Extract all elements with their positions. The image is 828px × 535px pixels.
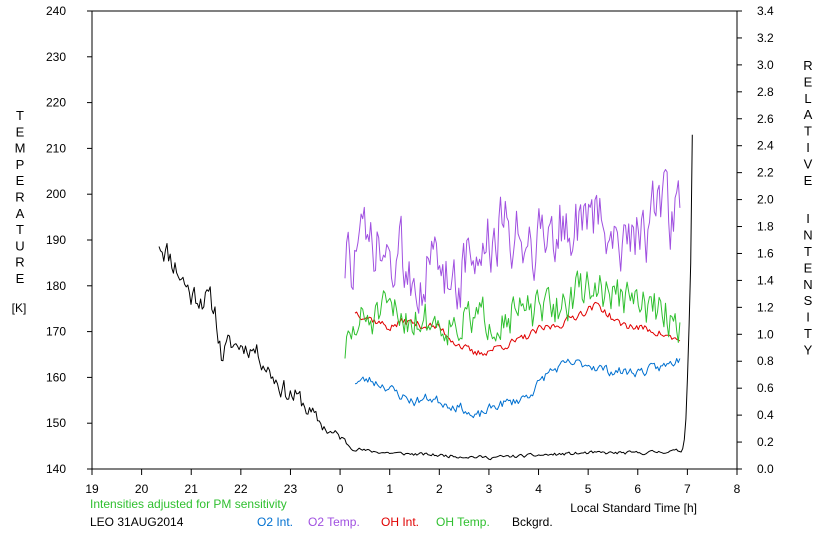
x-axis-label: Local Standard Time [h] (570, 501, 697, 515)
right-tick-label: 1.2 (757, 300, 774, 314)
right-axis-title-letter: I (806, 140, 810, 155)
right-tick-label: 2.0 (757, 193, 774, 207)
left-tick-label: 180 (46, 279, 66, 293)
series-o2_temp (344, 169, 681, 314)
x-axis: 19 20 21 22 23 0 1 2 3 4 5 6 7 8 (85, 469, 741, 496)
right-axis-title-letter: T (804, 326, 812, 341)
right-tick-label: 0.2 (757, 435, 774, 449)
right-axis-title-letter: N (803, 228, 812, 243)
right-axis-title-letter: Y (804, 342, 813, 357)
left-axis-title-letter: E (16, 271, 25, 286)
right-axis: 0.0 0.2 0.4 0.6 0.8 1.0 1.2 1.4 1.6 1.8 2.0 2.2 2.4 2… (737, 4, 774, 476)
legend: O2 Int. O2 Temp. OH Int. OH Temp. Bckgrd. (257, 515, 553, 529)
left-axis-title-letter: P (16, 157, 25, 172)
left-axis: 140 150 160 170 180 190 200 210 220 230 240 (46, 4, 92, 476)
right-axis-title-letter: E (804, 74, 813, 89)
x-tick-label: 8 (734, 482, 741, 496)
left-tick-label: 190 (46, 233, 66, 247)
left-tick-label: 150 (46, 416, 66, 430)
left-tick-label: 200 (46, 187, 66, 201)
right-tick-label: 1.8 (757, 220, 774, 234)
legend-item-o2_int: O2 Int. (257, 515, 293, 529)
right-axis-title-letter: I (806, 211, 810, 226)
right-tick-label: 2.2 (757, 166, 774, 180)
right-axis-title-letter: I (806, 310, 810, 325)
right-axis-title-letter: V (804, 156, 813, 171)
sensitivity-note: Intensities adjusted for PM sensitivity (90, 497, 287, 511)
left-axis-title-letter: E (16, 124, 25, 139)
right-axis-title-letter: S (804, 293, 813, 308)
x-tick-label: 22 (234, 482, 248, 496)
x-tick-label: 3 (486, 482, 493, 496)
right-axis-title-letter: N (803, 277, 812, 292)
left-axis-title-letter: M (15, 141, 26, 156)
left-tick-label: 230 (46, 50, 66, 64)
x-tick-label: 7 (684, 482, 691, 496)
right-tick-label: 0.0 (757, 462, 774, 476)
left-tick-label: 240 (46, 4, 66, 18)
right-tick-label: 0.4 (757, 408, 774, 422)
right-tick-label: 3.0 (757, 58, 774, 72)
station-date-label: LEO 31AUG2014 (90, 515, 184, 529)
legend-item-o2_temp: O2 Temp. (308, 515, 360, 529)
left-tick-label: 210 (46, 141, 66, 155)
left-axis-title-letter: T (16, 108, 24, 123)
left-axis-title-letter: R (15, 255, 24, 270)
right-tick-label: 0.8 (757, 354, 774, 368)
series-bckgrd (158, 134, 693, 461)
right-tick-label: 2.6 (757, 112, 774, 126)
right-tick-label: 2.8 (757, 85, 774, 99)
right-axis-title-letter: T (804, 244, 812, 259)
left-axis-title-letter: R (15, 190, 24, 205)
right-tick-label: 3.2 (757, 31, 774, 45)
legend-item-oh_temp: OH Temp. (436, 515, 490, 529)
right-tick-label: 3.4 (757, 4, 774, 18)
series-o2_int (354, 358, 681, 419)
right-tick-label: 1.6 (757, 246, 774, 260)
x-tick-label: 4 (535, 482, 542, 496)
right-tick-label: 1.4 (757, 273, 774, 287)
right-tick-label: 1.0 (757, 327, 774, 341)
right-axis-title-letter: L (804, 91, 811, 106)
left-tick-label: 140 (46, 462, 66, 476)
right-tick-label: 0.6 (757, 381, 774, 395)
left-tick-label: 170 (46, 325, 66, 339)
x-tick-label: 0 (337, 482, 344, 496)
right-axis-title-letter: E (804, 260, 813, 275)
left-axis-unit: [K] (12, 301, 27, 315)
legend-item-oh_int: OH Int. (381, 515, 419, 529)
x-tick-label: 5 (585, 482, 592, 496)
x-tick-label: 2 (436, 482, 443, 496)
x-tick-label: 1 (386, 482, 393, 496)
left-axis-title-letter: E (16, 173, 25, 188)
legend-item-bckgrd: Bckgrd. (512, 515, 553, 529)
right-axis-title-letter: A (804, 107, 813, 122)
right-axis-title-letter: R (803, 58, 812, 73)
x-tick-label: 6 (634, 482, 641, 496)
left-tick-label: 220 (46, 96, 66, 110)
series-layer (158, 134, 693, 461)
x-tick-label: 21 (185, 482, 199, 496)
right-tick-label: 2.4 (757, 139, 774, 153)
x-tick-label: 19 (85, 482, 99, 496)
left-tick-label: 160 (46, 370, 66, 384)
right-axis-title-letter: E (804, 173, 813, 188)
left-axis-title-letter: T (16, 222, 24, 237)
series-oh_temp (344, 270, 681, 359)
x-tick-label: 20 (135, 482, 149, 496)
right-axis-title-letter: T (804, 124, 812, 139)
left-axis-title-letter: U (15, 238, 24, 253)
x-tick-label: 23 (284, 482, 298, 496)
left-axis-title-letter: A (16, 206, 25, 221)
